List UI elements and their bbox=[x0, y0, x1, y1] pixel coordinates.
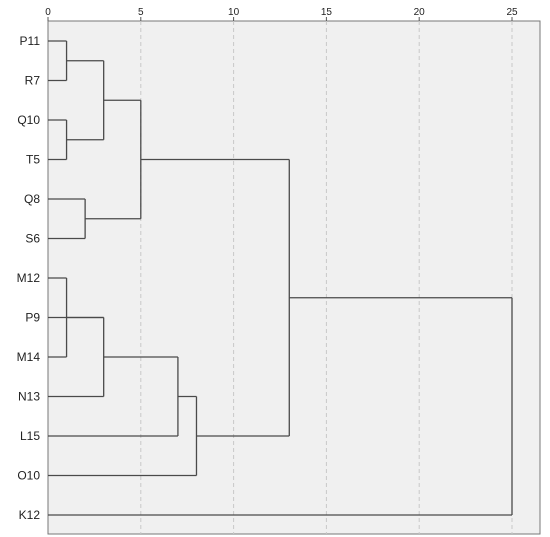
leaf-label: O10 bbox=[17, 469, 40, 483]
leaf-label: P9 bbox=[25, 311, 40, 325]
leaf-label: R7 bbox=[25, 74, 41, 88]
leaf-label: Q10 bbox=[17, 113, 40, 127]
x-tick-label: 15 bbox=[321, 7, 333, 18]
dendrogram-links bbox=[48, 40, 513, 516]
x-tick-label: 0 bbox=[45, 7, 51, 18]
x-tick-label: 25 bbox=[506, 7, 518, 18]
plot-panel bbox=[47, 20, 541, 535]
leaf-label: M14 bbox=[17, 350, 41, 364]
leaf-label: Q8 bbox=[24, 192, 40, 206]
x-tick-label: 5 bbox=[138, 7, 144, 18]
x-tick-label: 10 bbox=[228, 7, 240, 18]
leaf-labels: P11 R7 Q10 T5 Q8 S6 M12 P9 M14 N13 L15 O10 K12 bbox=[17, 34, 41, 522]
x-tick-label: 20 bbox=[414, 7, 426, 18]
x-axis: 0 5 10 15 20 25 bbox=[45, 7, 518, 21]
leaf-label: K12 bbox=[19, 508, 41, 522]
leaf-label: L15 bbox=[20, 429, 40, 443]
leaf-label: N13 bbox=[18, 390, 40, 404]
leaf-label: T5 bbox=[26, 153, 40, 167]
leaf-label: S6 bbox=[25, 232, 40, 246]
leaf-label: P11 bbox=[20, 34, 41, 48]
leaf-label: M12 bbox=[17, 271, 41, 285]
